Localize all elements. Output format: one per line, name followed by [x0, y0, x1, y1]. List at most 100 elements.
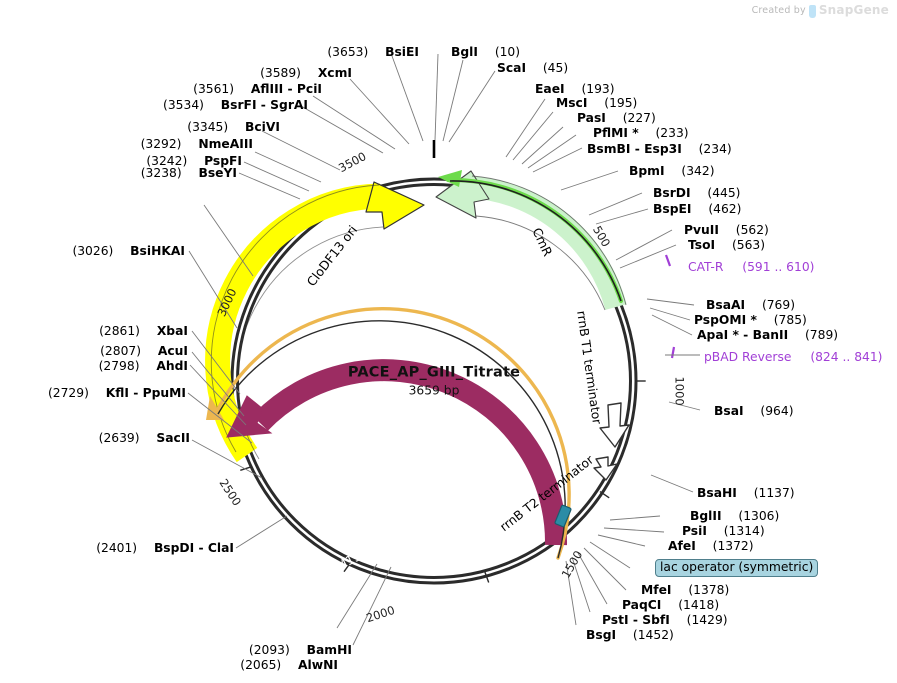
site-bspei-name: BspEI: [653, 201, 692, 216]
site-bamhi[interactable]: (2093) BamHI: [249, 644, 352, 656]
site-afliii-pcii-pos: (3561): [193, 81, 235, 96]
primer-marks: [664, 254, 676, 359]
site-apai-banii-pos: (789): [805, 327, 839, 342]
primer-cat-r[interactable]: CAT-R (591 .. 610): [688, 261, 814, 273]
site-bsai[interactable]: BsaI (964): [714, 405, 794, 417]
site-nmeaiii[interactable]: (3292) NmeAIII: [141, 138, 253, 150]
site-bspdi-clai-name: BspDI - ClaI: [153, 540, 234, 555]
site-bsahi[interactable]: BsaHI (1137): [697, 487, 795, 499]
site-bpmi[interactable]: BpmI (342): [629, 165, 715, 177]
site-bsmbi-esp3i[interactable]: BsmBI - Esp3I (234): [587, 143, 732, 155]
site-bpmi-name: BpmI: [629, 163, 665, 178]
plasmid-size: 3659 bp: [408, 383, 460, 398]
primer-pbad-reverse-range: (824 .. 841): [810, 349, 883, 364]
feature-clodf13-ori[interactable]: [205, 181, 425, 463]
site-bglii[interactable]: BglII (1306): [690, 510, 779, 522]
site-sacii[interactable]: (2639) SacII: [99, 432, 190, 444]
site-bsrfi-sgrai-pos: (3534): [163, 97, 204, 112]
primer-cat-r-range: (591 .. 610): [742, 259, 815, 274]
feature-lac-operator[interactable]: [554, 504, 572, 528]
primer-pbad-reverse-name: pBAD Reverse: [704, 349, 792, 364]
site-afei[interactable]: AfeI (1372): [668, 540, 754, 552]
site-psti-sbfi[interactable]: PstI - SbfI (1429): [602, 614, 728, 626]
site-xcmi[interactable]: (3589) XcmI: [260, 67, 352, 79]
feature-label-lac-operator[interactable]: lac operator (symmetric): [655, 559, 819, 577]
site-bsaai-name: BsaAI: [706, 297, 746, 312]
site-ahdi[interactable]: (2798) AhdI: [99, 360, 188, 372]
site-tsoi-pos: (563): [731, 237, 766, 252]
site-msci-name: MscI: [556, 95, 588, 110]
site-bspei-pos: (462): [708, 201, 742, 216]
site-bgli-name: BglI: [451, 44, 478, 59]
site-pasi[interactable]: PasI (227): [577, 112, 656, 124]
page-title: PACE_AP_GIII_Titrate: [347, 364, 521, 381]
site-pvuii-name: PvuII: [684, 222, 719, 237]
site-pflmi[interactable]: PflMI * (233): [593, 127, 689, 139]
site-scai[interactable]: ScaI (45): [497, 62, 568, 74]
site-bsmbi-esp3i-pos: (234): [698, 141, 732, 156]
site-bsaai[interactable]: BsaAI (769): [706, 299, 795, 311]
site-bsihkai-name: BsiHKAI: [130, 243, 185, 258]
site-paqci[interactable]: PaqCI (1418): [622, 599, 719, 611]
site-xcmi-name: XcmI: [317, 65, 352, 80]
site-psii[interactable]: PsiI (1314): [682, 525, 765, 537]
site-bspdi-clai-pos: (2401): [96, 540, 138, 555]
site-mfei-name: MfeI: [641, 582, 672, 597]
primer-pbad-reverse[interactable]: pBAD Reverse (824 .. 841): [704, 351, 883, 363]
site-bspei[interactable]: BspEI (462): [653, 203, 741, 215]
site-bamhi-pos: (2093): [248, 642, 290, 657]
site-pspomi[interactable]: PspOMI * (785): [694, 314, 807, 326]
site-bsahi-name: BsaHI: [697, 485, 737, 500]
site-xbai-name: XbaI: [156, 323, 188, 338]
site-kfli-ppumi-name: KflI - PpuMI: [105, 385, 186, 400]
site-alwni[interactable]: (2065) AlwNI: [240, 659, 338, 671]
site-pvuii-pos: (562): [735, 222, 769, 237]
site-bglii-pos: (1306): [738, 508, 780, 523]
site-eaei[interactable]: EaeI (193): [535, 83, 615, 95]
site-tsoi[interactable]: TsoI (563): [688, 239, 765, 251]
site-apai-banii[interactable]: ApaI * - BanII (789): [697, 329, 838, 341]
site-bamhi-name: BamHI: [306, 642, 352, 657]
site-psti-sbfi-name: PstI - SbfI: [602, 612, 670, 627]
feature-cmr[interactable]: [435, 170, 627, 311]
feature-m13-gene-iii[interactable]: [206, 307, 571, 560]
site-bsiei[interactable]: (3653) BsiEI: [327, 46, 419, 58]
site-pasi-name: PasI: [577, 110, 606, 125]
site-bcivi-name: BciVI: [245, 119, 280, 134]
site-bsiei-pos: (3653): [327, 44, 369, 59]
site-pasi-pos: (227): [622, 110, 656, 125]
site-bsrfi-sgrai[interactable]: (3534) BsrFI - SgrAI: [163, 99, 308, 111]
site-mfei[interactable]: MfeI (1378): [641, 584, 729, 596]
snapgene-credit: Created by SnapGene: [752, 3, 889, 18]
site-tsoi-name: TsoI: [688, 237, 716, 252]
site-bsiei-name: BsiEI: [385, 44, 419, 59]
site-nmeaiii-pos: (3292): [140, 136, 182, 151]
site-psti-sbfi-pos: (1429): [686, 612, 728, 627]
site-bsgi[interactable]: BsgI (1452): [586, 629, 674, 641]
primer-cat-r-name: CAT-R: [688, 259, 724, 274]
site-kfli-ppumi[interactable]: (2729) KflI - PpuMI: [48, 387, 186, 399]
site-pvuii[interactable]: PvuII (562): [684, 224, 769, 236]
site-bsihkai[interactable]: (3026) BsiHKAI: [72, 245, 185, 257]
feature-rrnb-t2-terminator[interactable]: [593, 456, 618, 481]
site-bsihkai-pos: (3026): [72, 243, 114, 258]
site-bseyi[interactable]: (3238) BseYI: [141, 167, 237, 179]
site-bsrdi[interactable]: BsrDI (445): [653, 187, 740, 199]
site-acui[interactable]: (2807) AcuI: [100, 345, 188, 357]
site-ahdi-name: AhdI: [156, 358, 188, 373]
site-bgli[interactable]: BglI (10): [451, 46, 520, 58]
site-afliii-pcii[interactable]: (3561) AflIII - PciI: [193, 83, 322, 95]
site-kfli-ppumi-pos: (2729): [47, 385, 89, 400]
site-bsrdi-name: BsrDI: [653, 185, 691, 200]
site-bspdi-clai[interactable]: (2401) BspDI - ClaI: [96, 542, 234, 554]
site-apai-banii-name: ApaI * - BanII: [697, 327, 789, 342]
feature-rrnb-t1-terminator[interactable]: [599, 402, 630, 448]
site-paqci-pos: (1418): [678, 597, 720, 612]
site-msci[interactable]: MscI (195): [556, 97, 637, 109]
site-pspfi[interactable]: (3242) PspFI: [146, 155, 242, 167]
axis-tick-1000: 1000: [672, 376, 687, 406]
site-psii-pos: (1314): [723, 523, 765, 538]
site-bcivi[interactable]: (3345) BciVI: [187, 121, 280, 133]
site-afliii-pcii-name: AflIII - PciI: [250, 81, 322, 96]
site-xbai[interactable]: (2861) XbaI: [99, 325, 188, 337]
